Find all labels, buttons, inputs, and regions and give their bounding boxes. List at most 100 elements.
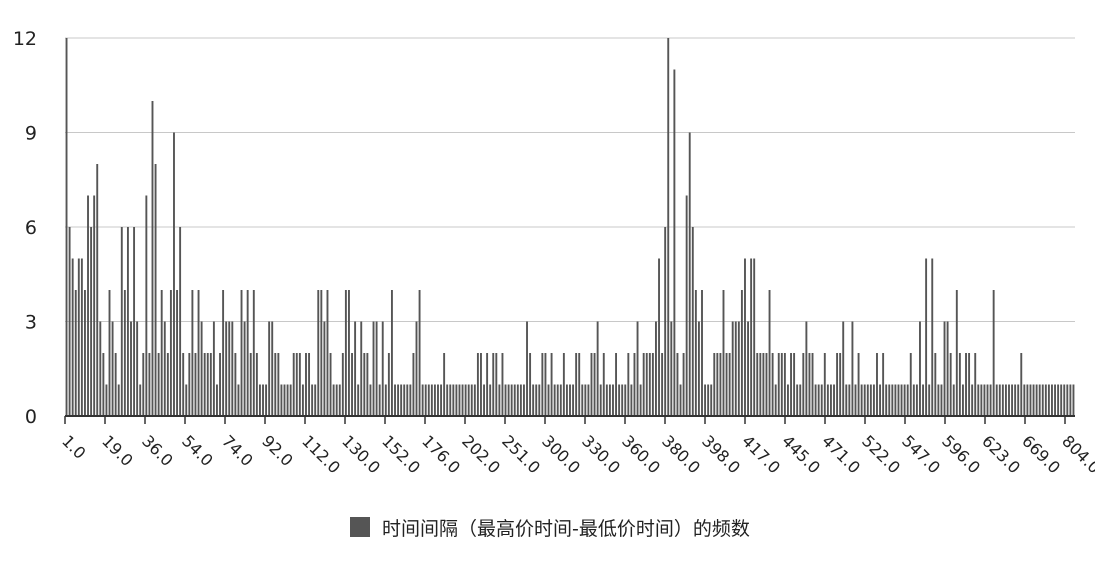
bar bbox=[1008, 384, 1010, 416]
bar bbox=[317, 290, 320, 416]
bar bbox=[569, 384, 571, 416]
x-tick-label: 152.0 bbox=[378, 431, 424, 477]
bar bbox=[608, 384, 611, 416]
bar bbox=[934, 353, 937, 416]
bar bbox=[111, 321, 114, 416]
bar bbox=[298, 353, 301, 416]
bar bbox=[655, 321, 657, 416]
bar bbox=[510, 384, 513, 416]
x-tick-label: 19.0 bbox=[98, 431, 137, 470]
bar bbox=[839, 353, 842, 416]
bar bbox=[206, 353, 209, 416]
bar bbox=[553, 384, 556, 416]
bar bbox=[977, 384, 980, 416]
bar bbox=[1072, 384, 1075, 416]
bar bbox=[823, 353, 826, 416]
bar bbox=[314, 384, 317, 416]
bar bbox=[612, 384, 614, 416]
x-tick-label: 130.0 bbox=[338, 431, 384, 477]
bar bbox=[123, 290, 126, 416]
bar bbox=[679, 384, 682, 416]
bar bbox=[891, 384, 894, 416]
bar bbox=[584, 384, 587, 416]
bar bbox=[513, 384, 516, 416]
bar bbox=[65, 38, 68, 416]
bar bbox=[360, 321, 363, 416]
bar bbox=[71, 258, 74, 416]
bar bbox=[799, 384, 802, 416]
bar bbox=[562, 353, 565, 416]
bar bbox=[713, 353, 716, 416]
bar bbox=[84, 290, 86, 416]
bar bbox=[863, 384, 866, 416]
bar bbox=[1066, 384, 1069, 416]
bar bbox=[283, 384, 286, 416]
bar bbox=[740, 290, 743, 416]
bar bbox=[237, 384, 240, 416]
bar bbox=[955, 290, 958, 416]
x-tick-label: 804.0 bbox=[1058, 431, 1095, 477]
bar bbox=[470, 384, 473, 416]
bar bbox=[651, 353, 654, 416]
bar bbox=[397, 384, 400, 416]
bar bbox=[894, 384, 897, 416]
bar bbox=[108, 290, 111, 416]
bar bbox=[286, 384, 289, 416]
bar bbox=[1020, 353, 1023, 416]
bar bbox=[737, 321, 740, 416]
bar bbox=[87, 195, 89, 416]
bar bbox=[176, 290, 178, 416]
bar bbox=[335, 384, 338, 416]
bar bbox=[148, 353, 151, 416]
bar bbox=[648, 353, 651, 416]
bar bbox=[271, 321, 274, 416]
bar bbox=[99, 321, 102, 416]
bar bbox=[900, 384, 903, 416]
bar bbox=[618, 384, 621, 416]
bar bbox=[268, 321, 271, 416]
bar bbox=[989, 384, 992, 416]
bar bbox=[372, 321, 375, 416]
bar bbox=[452, 384, 455, 416]
bar bbox=[305, 353, 307, 416]
bar bbox=[480, 353, 482, 416]
bar bbox=[1001, 384, 1004, 416]
bar bbox=[685, 195, 688, 416]
bar bbox=[940, 384, 943, 416]
bar bbox=[836, 353, 839, 416]
bar bbox=[262, 384, 264, 416]
bar bbox=[820, 384, 823, 416]
bar bbox=[188, 353, 191, 416]
bar bbox=[292, 353, 295, 416]
bar bbox=[216, 384, 218, 416]
x-tick-label: 330.0 bbox=[578, 431, 624, 477]
bar bbox=[777, 353, 780, 416]
x-tick-label: 54.0 bbox=[178, 431, 217, 470]
bar bbox=[845, 384, 848, 416]
bar bbox=[903, 384, 906, 416]
bar bbox=[682, 353, 685, 416]
bar bbox=[151, 101, 154, 416]
bar bbox=[1054, 384, 1056, 416]
bar bbox=[928, 384, 931, 416]
bar bbox=[869, 384, 872, 416]
bar bbox=[526, 321, 528, 416]
bar bbox=[344, 290, 347, 416]
bar bbox=[885, 384, 888, 416]
bar bbox=[90, 227, 93, 416]
x-tick-label: 74.0 bbox=[218, 431, 257, 470]
bar bbox=[565, 384, 568, 416]
bar bbox=[919, 321, 921, 416]
bar bbox=[476, 353, 479, 416]
bar bbox=[117, 384, 120, 416]
bar bbox=[191, 290, 194, 416]
bar bbox=[710, 384, 713, 416]
bar bbox=[139, 384, 142, 416]
bar bbox=[949, 353, 952, 416]
bar bbox=[906, 384, 909, 416]
bar bbox=[857, 353, 860, 416]
bar bbox=[624, 384, 627, 416]
bar bbox=[909, 353, 912, 416]
bar bbox=[842, 321, 845, 416]
x-tick-label: 398.0 bbox=[698, 431, 744, 477]
